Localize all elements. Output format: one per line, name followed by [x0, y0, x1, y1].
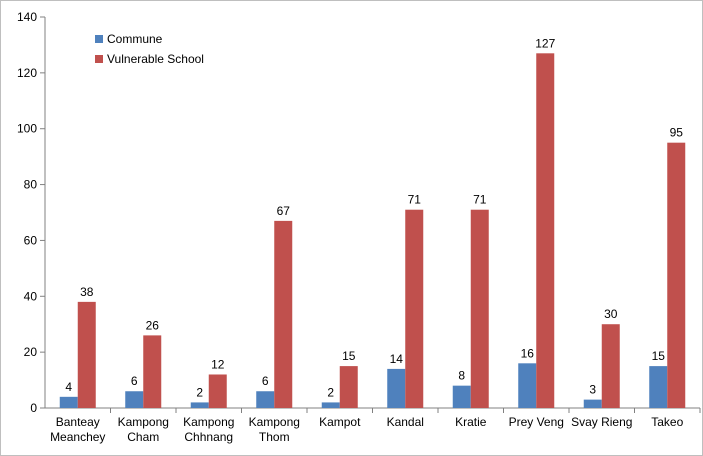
x-tick-label: Svay Rieng: [571, 415, 632, 429]
bar-vulnerable-school: [470, 209, 489, 408]
y-tick-label: 40: [24, 289, 38, 303]
bar-commune: [256, 391, 275, 408]
bar-vulnerable-school: [77, 301, 96, 408]
bar-vulnerable-school: [208, 374, 227, 408]
data-label: 12: [211, 357, 225, 371]
y-tick-label: 140: [17, 10, 37, 24]
data-label: 4: [65, 380, 72, 394]
y-tick-label: 60: [24, 233, 38, 247]
x-tick-label: Kampong: [249, 415, 300, 429]
bar-vulnerable-school: [667, 142, 686, 408]
x-tick-label: Chhnang: [184, 430, 233, 444]
x-tick-label: Kandal: [387, 415, 424, 429]
legend-swatch: [95, 55, 103, 63]
x-tick-label: Kampot: [319, 415, 361, 429]
y-tick-label: 80: [24, 178, 38, 192]
data-label: 14: [390, 352, 404, 366]
bar-commune: [518, 363, 537, 408]
data-label: 38: [80, 285, 94, 299]
x-tick-label: Kampong: [183, 415, 234, 429]
data-label: 6: [131, 374, 138, 388]
y-tick-label: 20: [24, 345, 38, 359]
data-label: 15: [652, 349, 666, 363]
bar-commune: [321, 402, 340, 408]
y-axis: 0 20 40 60 80 100 120 140: [17, 10, 46, 415]
legend-label: Commune: [107, 32, 163, 46]
bar-vulnerable-school: [339, 366, 358, 408]
legend: Commune Vulnerable School: [95, 32, 204, 66]
x-tick-label: Cham: [127, 430, 159, 444]
bar-commune: [452, 385, 471, 408]
data-label: 8: [458, 369, 465, 383]
bars: [59, 53, 686, 409]
data-label: 67: [277, 204, 291, 218]
bar-commune: [59, 396, 78, 408]
x-tick-label: Takeo: [651, 415, 683, 429]
data-label: 2: [196, 385, 203, 399]
data-label: 71: [408, 193, 422, 207]
data-label: 71: [473, 193, 487, 207]
x-tick-label: Meanchey: [50, 430, 105, 444]
bar-vulnerable-school: [536, 53, 555, 409]
bar-commune: [649, 366, 668, 408]
bar-commune: [190, 402, 209, 408]
data-label: 26: [146, 318, 160, 332]
data-label: 95: [670, 126, 684, 140]
legend-swatch: [95, 35, 103, 43]
data-label: 15: [342, 349, 356, 363]
y-tick-label: 0: [30, 401, 37, 415]
x-tick-label: Prey Veng: [509, 415, 564, 429]
y-tick-label: 100: [17, 122, 37, 136]
bar-vulnerable-school: [601, 324, 620, 408]
x-tick-label: Kampong: [118, 415, 169, 429]
data-label: 127: [535, 36, 555, 50]
data-label: 2: [327, 385, 334, 399]
data-label: 30: [604, 307, 618, 321]
bar-commune: [387, 368, 406, 408]
data-labels: 4 38 6 26 2 12 6 67 2 15 14 71 8 71 16 127 3 30 15 95: [65, 36, 683, 399]
y-tick-label: 120: [17, 66, 37, 80]
x-tick-label: Thom: [259, 430, 290, 444]
bar-vulnerable-school: [143, 335, 162, 408]
data-label: 6: [262, 374, 269, 388]
bar-vulnerable-school: [405, 209, 424, 408]
data-label: 16: [521, 346, 535, 360]
data-label: 3: [589, 383, 596, 397]
x-tick-label: Banteay: [56, 415, 100, 429]
bar-commune: [583, 399, 602, 408]
bar-vulnerable-school: [274, 220, 293, 408]
legend-label: Vulnerable School: [107, 52, 204, 66]
x-tick-label: Kratie: [455, 415, 487, 429]
bar-commune: [125, 391, 144, 408]
